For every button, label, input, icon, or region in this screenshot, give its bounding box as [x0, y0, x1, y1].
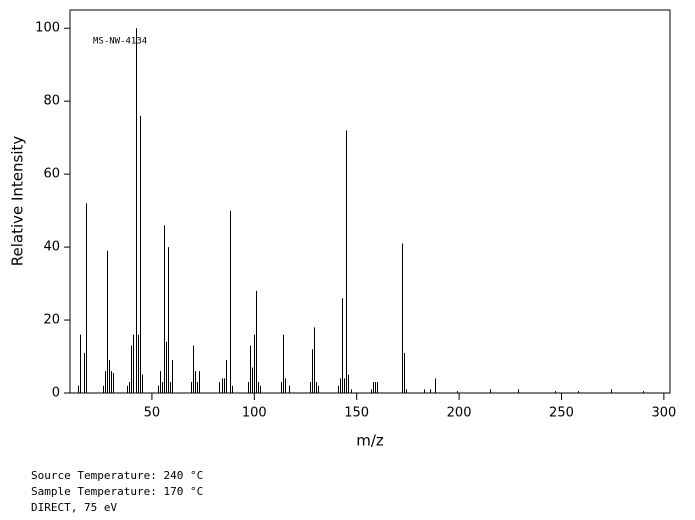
y-tick-label: 80: [43, 94, 60, 109]
y-axis-title: Relative Intensity: [9, 136, 27, 267]
x-tick-label: 250: [549, 406, 574, 421]
y-tick-label: 60: [43, 167, 60, 182]
annotation: MS-NW-4134: [93, 37, 147, 47]
note: DIRECT, 75 eV: [31, 501, 117, 514]
x-tick-label: 300: [651, 406, 676, 421]
note: Source Temperature: 240 °C: [31, 469, 203, 482]
y-tick-label: 100: [35, 21, 60, 36]
note: Sample Temperature: 170 °C: [31, 485, 203, 498]
x-tick-label: 150: [344, 406, 369, 421]
x-tick-label: 100: [242, 406, 267, 421]
y-tick-label: 40: [43, 240, 60, 255]
y-tick-label: 0: [52, 386, 60, 401]
x-tick-label: 200: [447, 406, 472, 421]
x-tick-label: 50: [144, 406, 161, 421]
y-tick-label: 20: [43, 313, 60, 328]
x-axis-title: m/z: [356, 432, 384, 450]
plot-frame: [69, 9, 671, 394]
